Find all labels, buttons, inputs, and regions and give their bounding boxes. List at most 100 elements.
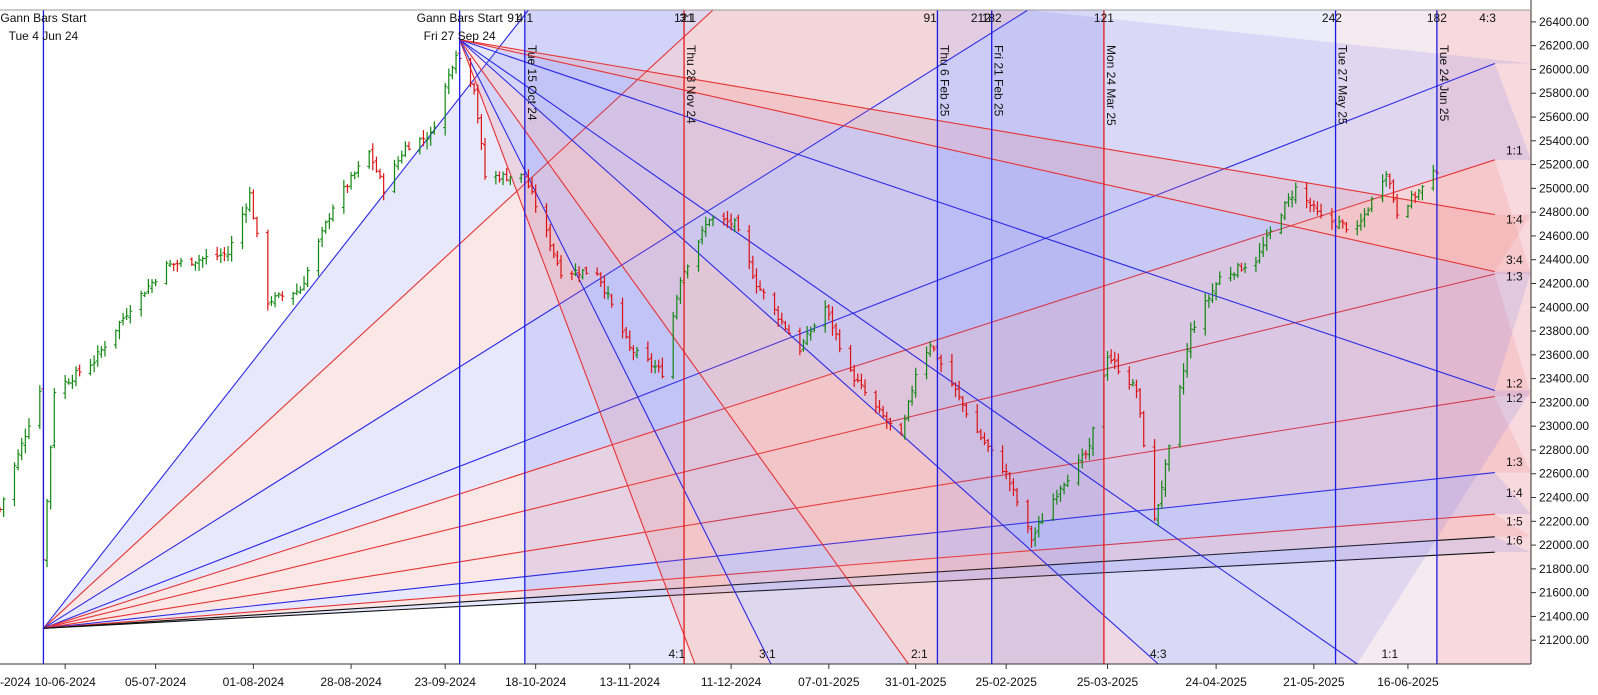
x-tick-label: 21-05-2025 bbox=[1283, 675, 1345, 689]
ohlc-bar bbox=[982, 432, 987, 446]
ohlc-bar bbox=[48, 445, 53, 510]
ohlc-bar bbox=[178, 257, 183, 268]
ohlc-bar bbox=[1311, 200, 1316, 213]
marker-date-label: Fri 27 Sep 24 bbox=[424, 29, 496, 43]
ohlc-bar bbox=[1413, 191, 1418, 204]
x-tick-label: 24-04-2025 bbox=[1185, 675, 1247, 689]
ohlc-bar bbox=[1167, 444, 1172, 472]
ohlc-bar bbox=[1340, 219, 1345, 229]
top-count-label: 3:1 bbox=[679, 11, 696, 25]
ohlc-bar bbox=[888, 417, 893, 431]
ohlc-bar bbox=[454, 50, 459, 74]
ohlc-bar bbox=[399, 150, 404, 164]
ohlc-bar bbox=[761, 288, 766, 300]
ohlc-bar bbox=[139, 290, 144, 317]
y-tick-label: 22800.00 bbox=[1539, 443, 1589, 457]
ohlc-bar bbox=[823, 300, 828, 333]
gann-fan-line bbox=[459, 39, 1495, 216]
ohlc-bar bbox=[280, 291, 285, 301]
ohlc-bar bbox=[1387, 173, 1392, 189]
ohlc-bar bbox=[330, 204, 335, 222]
ohlc-bar bbox=[530, 177, 535, 195]
ohlc-bar bbox=[671, 311, 676, 380]
bottom-ratio-label: 3:1 bbox=[759, 647, 776, 661]
ohlc-bar bbox=[1156, 503, 1161, 527]
marker-date-label: Fri 21 Feb 25 bbox=[992, 45, 1006, 117]
ohlc-bar bbox=[978, 428, 983, 441]
ohlc-bar bbox=[863, 379, 868, 396]
ohlc-bar bbox=[171, 263, 176, 272]
y-tick-label: 22200.00 bbox=[1539, 514, 1589, 528]
ohlc-bar bbox=[645, 341, 650, 363]
ohlc-bar bbox=[1, 497, 6, 517]
ohlc-bar bbox=[1362, 208, 1367, 228]
ohlc-bar bbox=[732, 218, 737, 233]
ohlc-bar bbox=[1228, 266, 1233, 282]
ohlc-bar bbox=[1290, 190, 1295, 208]
marker-date-label: Tue 4 Jun 24 bbox=[9, 29, 79, 43]
ohlc-bar bbox=[19, 437, 24, 461]
ohlc-bar bbox=[432, 121, 437, 135]
ohlc-bar bbox=[175, 259, 180, 272]
marker-date-label: Tue 27 May 25 bbox=[1336, 45, 1350, 125]
ohlc-bar bbox=[1253, 256, 1258, 273]
ohlc-bar bbox=[1065, 474, 1070, 487]
ohlc-bar bbox=[164, 260, 169, 285]
ohlc-bar bbox=[910, 385, 915, 406]
ohlc-bar bbox=[660, 357, 665, 379]
ohlc-bar bbox=[931, 345, 936, 352]
vertical-markers bbox=[42, 10, 1438, 664]
ohlc-bar bbox=[1080, 448, 1085, 469]
ohlc-bar bbox=[635, 346, 640, 359]
marker-date-label: Tue 24 Jun 25 bbox=[1437, 45, 1451, 122]
ohlc-bar bbox=[269, 296, 274, 307]
x-tick-label: 16-06-2025 bbox=[1377, 675, 1439, 689]
marker-header: Gann Bars Start bbox=[0, 11, 87, 25]
y-tick-label: 24400.00 bbox=[1539, 253, 1589, 267]
ohlc-bar bbox=[848, 344, 853, 372]
top-count-label: 91 bbox=[924, 11, 938, 25]
fan-wedge bbox=[43, 10, 1531, 629]
ohlc-bar bbox=[906, 399, 911, 422]
ohlc-bar bbox=[1214, 281, 1219, 301]
ohlc-bar bbox=[1188, 322, 1193, 359]
y-tick-label: 23800.00 bbox=[1539, 324, 1589, 338]
ohlc-bar bbox=[1152, 439, 1157, 521]
bottom-ratio-label: 4:3 bbox=[1150, 647, 1167, 661]
ohlc-bar bbox=[117, 320, 122, 340]
time-region bbox=[1436, 10, 1531, 664]
x-tick-label: 11-12-2024 bbox=[701, 675, 762, 689]
ohlc-bar bbox=[121, 312, 126, 326]
ohlc-bar bbox=[193, 261, 198, 271]
ohlc-bar bbox=[1109, 349, 1114, 364]
ohlc-bar bbox=[960, 396, 965, 413]
gann-fan-line bbox=[43, 536, 1495, 629]
ohlc-bar bbox=[124, 308, 129, 321]
ohlc-bar bbox=[729, 213, 734, 231]
ohlc-bar bbox=[1116, 353, 1121, 375]
ohlc-bar bbox=[102, 341, 107, 357]
ohlc-bar bbox=[218, 248, 223, 263]
y-tick-label: 21600.00 bbox=[1539, 586, 1589, 600]
ohlc-bar bbox=[504, 167, 509, 182]
gann-fan-line bbox=[43, 10, 1029, 629]
ohlc-bar bbox=[1185, 343, 1190, 378]
ohlc-bar bbox=[142, 291, 147, 297]
fan-wedge bbox=[459, 39, 1531, 664]
y-tick-label: 22400.00 bbox=[1539, 491, 1589, 505]
ohlc-bar bbox=[52, 388, 57, 449]
ohlc-bar bbox=[1011, 478, 1016, 497]
ohlc-bar bbox=[482, 137, 487, 180]
ohlc-bar bbox=[606, 286, 611, 300]
ohlc-bar bbox=[215, 246, 220, 261]
bottom-ratio-label: 4:1 bbox=[668, 647, 685, 661]
ohlc-bar bbox=[1177, 384, 1182, 448]
fan-wedge bbox=[43, 10, 1531, 629]
ohlc-bar bbox=[1319, 203, 1324, 219]
x-tick-label: 05-07-2024 bbox=[125, 675, 187, 689]
y-tick-label: 21400.00 bbox=[1539, 609, 1589, 623]
ohlc-bar bbox=[631, 345, 636, 361]
ohlc-bar bbox=[837, 329, 842, 353]
ohlc-bar bbox=[957, 380, 962, 401]
